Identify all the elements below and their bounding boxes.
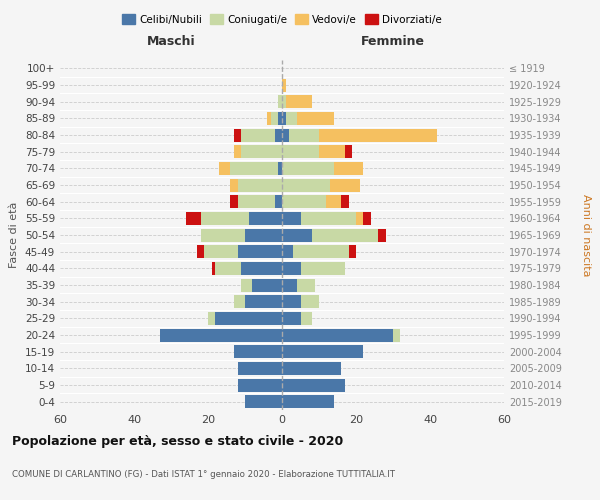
Bar: [282, 278, 297, 291]
Bar: [282, 145, 319, 158]
Bar: [245, 228, 282, 241]
Bar: [282, 295, 301, 308]
Y-axis label: Fasce di età: Fasce di età: [10, 202, 19, 268]
Bar: [186, 212, 200, 225]
Bar: [219, 162, 230, 175]
Bar: [278, 112, 282, 125]
Bar: [349, 245, 356, 258]
Bar: [297, 112, 334, 125]
Bar: [204, 245, 238, 258]
Bar: [378, 228, 386, 241]
Bar: [241, 128, 275, 141]
Bar: [282, 162, 334, 175]
Bar: [238, 362, 282, 375]
Bar: [319, 145, 345, 158]
Text: Femmine: Femmine: [361, 36, 425, 49]
Bar: [160, 328, 282, 342]
Y-axis label: Anni di nascita: Anni di nascita: [581, 194, 591, 276]
Bar: [289, 128, 319, 141]
Bar: [234, 128, 241, 141]
Bar: [311, 228, 378, 241]
Bar: [275, 195, 282, 208]
Bar: [249, 212, 282, 225]
Bar: [345, 145, 352, 158]
Bar: [212, 262, 215, 275]
Bar: [326, 195, 341, 208]
Bar: [330, 178, 360, 192]
Text: Popolazione per età, sesso e stato civile - 2020: Popolazione per età, sesso e stato civil…: [12, 435, 343, 448]
Bar: [334, 162, 364, 175]
Bar: [238, 178, 282, 192]
Bar: [208, 312, 215, 325]
Bar: [253, 278, 282, 291]
Bar: [356, 212, 364, 225]
Bar: [301, 212, 356, 225]
Bar: [278, 95, 282, 108]
Bar: [293, 245, 349, 258]
Bar: [286, 95, 311, 108]
Legend: Celibi/Nubili, Coniugati/e, Vedovi/e, Divorziati/e: Celibi/Nubili, Coniugati/e, Vedovi/e, Di…: [118, 10, 446, 29]
Bar: [238, 245, 282, 258]
Bar: [197, 245, 204, 258]
Bar: [282, 362, 341, 375]
Bar: [282, 378, 345, 392]
Bar: [230, 195, 238, 208]
Bar: [278, 162, 282, 175]
Bar: [238, 378, 282, 392]
Bar: [282, 212, 301, 225]
Bar: [282, 328, 393, 342]
Bar: [282, 395, 334, 408]
Bar: [301, 262, 345, 275]
Bar: [275, 128, 282, 141]
Bar: [282, 112, 286, 125]
Bar: [301, 312, 311, 325]
Bar: [297, 278, 316, 291]
Text: COMUNE DI CARLANTINO (FG) - Dati ISTAT 1° gennaio 2020 - Elaborazione TUTTITALIA: COMUNE DI CARLANTINO (FG) - Dati ISTAT 1…: [12, 470, 395, 479]
Bar: [282, 228, 311, 241]
Bar: [282, 78, 286, 92]
Bar: [282, 178, 330, 192]
Bar: [282, 312, 301, 325]
Bar: [200, 228, 245, 241]
Bar: [282, 95, 286, 108]
Bar: [215, 262, 241, 275]
Bar: [230, 178, 238, 192]
Text: Maschi: Maschi: [146, 36, 196, 49]
Bar: [238, 195, 275, 208]
Bar: [245, 295, 282, 308]
Bar: [245, 395, 282, 408]
Bar: [267, 112, 271, 125]
Bar: [319, 128, 437, 141]
Bar: [301, 295, 319, 308]
Bar: [234, 145, 241, 158]
Bar: [393, 328, 400, 342]
Bar: [341, 195, 349, 208]
Bar: [241, 278, 253, 291]
Bar: [282, 245, 293, 258]
Bar: [241, 262, 282, 275]
Bar: [234, 295, 245, 308]
Bar: [286, 112, 297, 125]
Bar: [364, 212, 371, 225]
Bar: [282, 195, 326, 208]
Bar: [282, 128, 289, 141]
Bar: [282, 262, 301, 275]
Bar: [234, 345, 282, 358]
Bar: [215, 312, 282, 325]
Bar: [241, 145, 282, 158]
Bar: [230, 162, 278, 175]
Bar: [282, 345, 364, 358]
Bar: [200, 212, 249, 225]
Bar: [271, 112, 278, 125]
